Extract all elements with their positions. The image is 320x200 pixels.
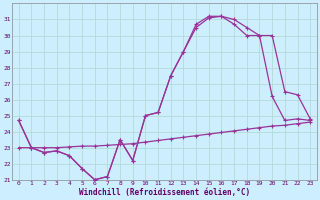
X-axis label: Windchill (Refroidissement éolien,°C): Windchill (Refroidissement éolien,°C) [79, 188, 250, 197]
